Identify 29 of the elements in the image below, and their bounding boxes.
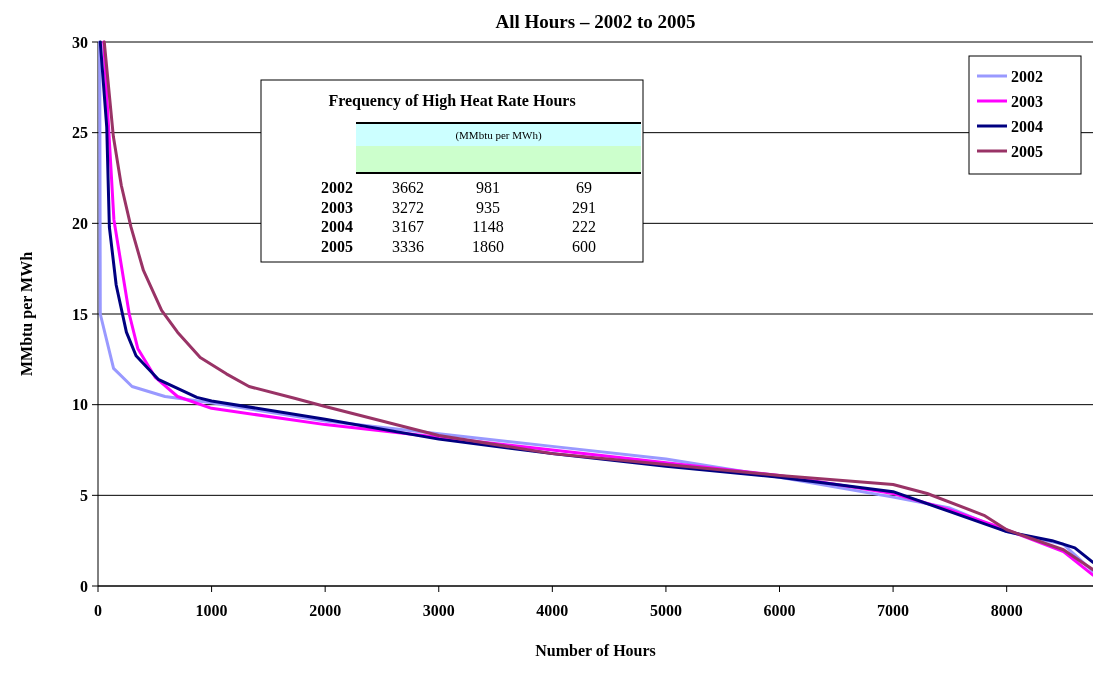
y-tick-label: 15 [72, 305, 88, 323]
x-tick-label: 7000 [877, 602, 910, 619]
x-tick-label: 5000 [649, 602, 682, 619]
annotation: Frequency of High Heat Rate Hours [328, 92, 576, 110]
y-tick-label: 20 [72, 214, 88, 232]
x-tick-label: 3000 [422, 602, 455, 619]
chart-title: All Hours – 2002 to 2005 [495, 11, 696, 32]
y-tick-label: 30 [72, 33, 88, 51]
y-tick-label: 25 [72, 124, 88, 142]
text: 2004 3167 1148 222 [321, 218, 596, 235]
x-tick-label: 6000 [763, 602, 796, 619]
x-tick-label: 1000 [195, 602, 228, 619]
x-tick-label: 8000 [990, 602, 1023, 619]
text: 2003 3272 935 291 [321, 198, 596, 216]
legend-label: 2002 [1011, 67, 1043, 85]
y-tick-label: 5 [80, 486, 88, 504]
text: 2002 3662 981 69 [321, 179, 592, 196]
y-axis-title: MMbtu per MWh [18, 251, 36, 377]
y-tick-label: 10 [72, 396, 88, 414]
x-tick-label: 0 [94, 602, 102, 619]
legend-label: 2005 [1011, 142, 1043, 160]
text: 2005 3336 1860 600 [321, 237, 596, 255]
y-tick-label: 0 [80, 577, 88, 595]
x-axis-title: Number of Hours [535, 642, 656, 659]
annotation: (MMbtu per MWh) [455, 129, 542, 142]
legend-label: 2003 [1011, 92, 1043, 110]
x-tick-label: 2000 [309, 602, 342, 619]
x-tick-label: 4000 [536, 602, 569, 619]
legend-label: 2004 [1011, 117, 1043, 135]
